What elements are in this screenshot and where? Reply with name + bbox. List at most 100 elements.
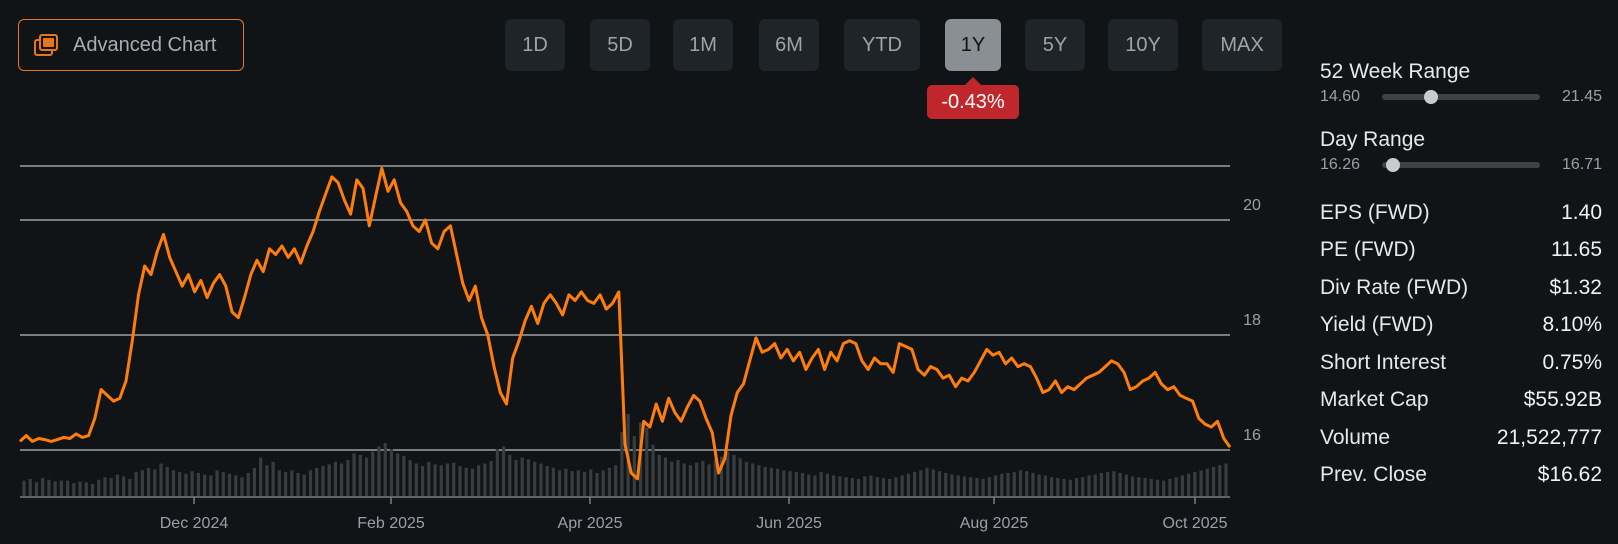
stat-value: 0.75% — [1542, 350, 1602, 374]
volume-bar — [975, 478, 979, 496]
volume-bar — [483, 463, 487, 496]
range-button-6m[interactable]: 6M — [759, 19, 819, 71]
stat-row: Market Cap $55.92B — [1320, 382, 1602, 420]
volume-bar — [1081, 477, 1085, 496]
volume-bar — [389, 449, 394, 496]
volume-bar — [1056, 478, 1060, 496]
stat-label: EPS (FWD) — [1320, 200, 1430, 224]
volume-bar — [969, 477, 973, 496]
volume-bar — [1155, 479, 1160, 496]
volume-bar — [1187, 473, 1191, 496]
volume-bar — [221, 472, 225, 496]
volume-bar — [327, 464, 331, 496]
volume-bar — [757, 465, 761, 496]
stat-row: Prev. Close $16.62 — [1320, 457, 1602, 495]
volume-bar — [732, 455, 736, 496]
stat-row: Volume 21,522,777 — [1320, 419, 1602, 457]
range-button-10y[interactable]: 10Y — [1108, 19, 1178, 71]
x-tick-label: Aug 2025 — [960, 515, 1029, 532]
range-button-1m[interactable]: 1M — [673, 19, 733, 71]
volume-bar — [290, 470, 294, 496]
volume-bar — [452, 462, 456, 496]
volume-bar — [1087, 475, 1091, 496]
stat-label: Prev. Close — [1320, 463, 1427, 487]
volume-bar — [265, 465, 269, 496]
volume-bar — [215, 470, 219, 496]
volume-bar — [178, 472, 182, 496]
volume-bar — [41, 478, 45, 496]
volume-bar — [464, 467, 468, 496]
stat-value: 1.40 — [1561, 200, 1602, 224]
key-stats: EPS (FWD) 1.40 PE (FWD) 11.65 Div Rate (FWD)… — [1320, 194, 1602, 494]
range-button-1y[interactable]: 1Y — [945, 19, 1001, 71]
volume-bar — [153, 469, 157, 496]
volume-bar — [408, 460, 412, 496]
volume-bar — [1218, 465, 1222, 496]
volume-bar — [558, 470, 562, 496]
volume-bar — [1018, 470, 1023, 496]
stat-value: $55.92B — [1523, 388, 1602, 412]
volume-bar — [769, 467, 773, 496]
volume-bar — [832, 475, 836, 496]
volume-bar — [726, 451, 730, 496]
volume-bar — [1130, 476, 1135, 496]
range-button-max[interactable]: MAX — [1202, 19, 1282, 71]
volume-bar — [900, 475, 904, 496]
volume-bar — [402, 455, 406, 496]
volume-bar — [377, 446, 381, 496]
volume-bar — [1074, 478, 1079, 496]
volume-bar — [894, 477, 898, 496]
range-button-5d[interactable]: 5D — [590, 19, 650, 71]
volume-bar — [196, 472, 200, 496]
volume-bar — [937, 471, 942, 496]
volume-bar — [632, 436, 636, 496]
volume-bar — [1043, 475, 1047, 496]
volume-bar — [819, 472, 823, 496]
volume-bar — [701, 460, 705, 496]
volume-bar — [333, 461, 337, 496]
volume-bar — [526, 459, 531, 496]
volume-bar — [22, 480, 26, 496]
week52-low: 14.60 — [1320, 88, 1361, 105]
stat-row: EPS (FWD) 1.40 — [1320, 194, 1602, 232]
range-button-1d[interactable]: 1D — [505, 19, 565, 71]
volume-bar — [352, 453, 356, 496]
price-line — [18, 166, 1232, 481]
volume-bar — [489, 460, 493, 496]
y-tick-label: 20 — [1243, 197, 1261, 214]
volume-bar — [28, 478, 32, 496]
volume-bar — [1137, 477, 1141, 496]
x-tick-label: Feb 2025 — [357, 515, 425, 532]
volume-bar — [1012, 472, 1016, 496]
volume-bar — [495, 449, 499, 496]
volume-bar — [838, 476, 842, 496]
range-button-ytd[interactable]: YTD — [844, 19, 920, 71]
volume-bar — [209, 475, 213, 496]
volume-bar — [414, 463, 418, 496]
volume-bar — [925, 467, 929, 496]
volume-bar — [190, 471, 194, 496]
volume-bar — [159, 463, 163, 496]
volume-bar — [477, 465, 481, 496]
day-range: Day Range 16.26 16.71 — [1320, 128, 1602, 174]
volume-bar — [508, 455, 512, 496]
day-high: 16.71 — [1561, 156, 1602, 173]
volume-bar — [433, 464, 437, 496]
day-low: 16.26 — [1320, 156, 1361, 173]
volume-bar — [800, 472, 805, 496]
stat-value: 21,522,777 — [1496, 425, 1602, 449]
volume-bar — [1068, 479, 1072, 496]
volume-bar — [844, 477, 848, 496]
volume-bar — [657, 455, 661, 496]
stat-row: Short Interest 0.75% — [1320, 344, 1602, 382]
volume-bar — [396, 453, 400, 496]
advanced-chart-button[interactable]: Advanced Chart — [18, 19, 244, 71]
volume-bar — [869, 475, 873, 496]
volume-bar — [128, 478, 132, 496]
volume-bar — [1174, 477, 1178, 496]
range-button-5y[interactable]: 5Y — [1025, 19, 1085, 71]
volume-bar — [713, 459, 717, 496]
stats-panel: 52 Week Range 14.60 21.45 Day Range 16.2… — [1320, 60, 1602, 494]
volume-bar — [427, 461, 431, 496]
volume-bar — [993, 475, 998, 496]
